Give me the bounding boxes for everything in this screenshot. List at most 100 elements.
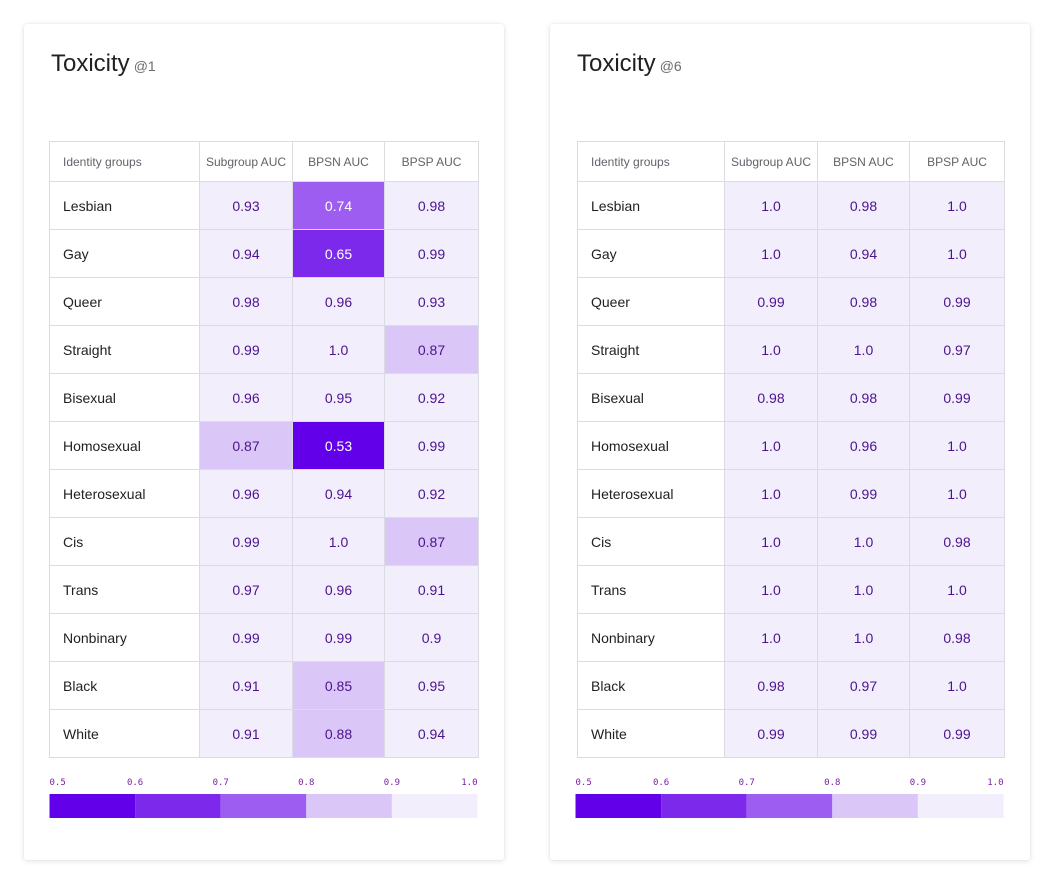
heatmap-cell-bpsp-auc: 0.87 — [384, 517, 479, 566]
table-row-black: Black 0.91 0.85 0.95 — [49, 661, 479, 710]
heatmap-cell-bpsn-auc: 0.99 — [817, 709, 910, 758]
heatmap-cell-bpsp-auc: 0.98 — [909, 613, 1005, 662]
table-row-queer: Queer 0.99 0.98 0.99 — [577, 277, 1005, 326]
row-label: Homosexual — [577, 421, 725, 470]
row-label: Queer — [49, 277, 200, 326]
heatmap-table: Identity groups Subgroup AUC BPSN AUC BP… — [49, 141, 479, 758]
row-label: White — [49, 709, 200, 758]
heatmap-cell-bpsn-auc: 0.85 — [292, 661, 385, 710]
color-scale-legend: 0.5 0.6 0.7 0.8 0.9 1.0 — [49, 778, 478, 818]
table-row-cis: Cis 0.99 1.0 0.87 — [49, 517, 479, 566]
heatmap-cell-subgroup-auc: 1.0 — [724, 181, 818, 230]
heatmap-cell-subgroup-auc: 0.99 — [724, 277, 818, 326]
heatmap-cell-subgroup-auc: 0.96 — [199, 373, 293, 422]
card-title: Toxicity @1 — [51, 50, 156, 80]
heatmap-cell-bpsp-auc: 0.98 — [384, 181, 479, 230]
heatmap-cell-bpsp-auc: 0.99 — [909, 373, 1005, 422]
table-row-straight: Straight 1.0 1.0 0.97 — [577, 325, 1005, 374]
row-label: Straight — [577, 325, 725, 374]
heatmap-cell-bpsp-auc: 0.87 — [384, 325, 479, 374]
heatmap-cell-bpsp-auc: 0.91 — [384, 565, 479, 614]
column-header-bpsp-auc: BPSP AUC — [909, 141, 1005, 182]
chart-subtitle: @1 — [133, 58, 156, 74]
heatmap-cell-bpsn-auc: 1.0 — [292, 517, 385, 566]
row-label: Homosexual — [49, 421, 200, 470]
table-row-nonbinary: Nonbinary 1.0 1.0 0.98 — [577, 613, 1005, 662]
table-row-gay: Gay 1.0 0.94 1.0 — [577, 229, 1005, 278]
heatmap-cell-bpsp-auc: 1.0 — [909, 229, 1005, 278]
heatmap-cell-bpsp-auc: 1.0 — [909, 565, 1005, 614]
row-label: Lesbian — [577, 181, 725, 230]
table-row-queer: Queer 0.98 0.96 0.93 — [49, 277, 479, 326]
column-header-bpsn-auc: BPSN AUC — [817, 141, 910, 182]
column-header-bpsn-auc: BPSN AUC — [292, 141, 385, 182]
heatmap-cell-bpsn-auc: 0.98 — [817, 181, 910, 230]
heatmap-cell-subgroup-auc: 0.99 — [199, 325, 293, 374]
legend-color-block — [917, 794, 1004, 818]
heatmap-cell-bpsn-auc: 1.0 — [817, 325, 910, 374]
heatmap-cell-subgroup-auc: 0.93 — [199, 181, 293, 230]
column-header-bpsp-auc: BPSP AUC — [384, 141, 479, 182]
legend-color-block — [49, 794, 136, 818]
heatmap-cell-bpsn-auc: 1.0 — [817, 565, 910, 614]
heatmap-cell-subgroup-auc: 0.91 — [199, 661, 293, 710]
legend-tick-label: 0.5 — [50, 778, 66, 788]
heatmap-cell-bpsp-auc: 0.92 — [384, 373, 479, 422]
legend-tick-label: 0.7 — [739, 778, 755, 788]
table-row-straight: Straight 0.99 1.0 0.87 — [49, 325, 479, 374]
heatmap-cell-bpsp-auc: 0.9 — [384, 613, 479, 662]
row-label: Nonbinary — [49, 613, 200, 662]
legend-tick-label: 0.6 — [127, 778, 143, 788]
chart-subtitle: @6 — [659, 58, 682, 74]
legend-color-block — [575, 794, 662, 818]
card-title: Toxicity @6 — [577, 50, 682, 80]
heatmap-cell-subgroup-auc: 1.0 — [724, 613, 818, 662]
row-label: Lesbian — [49, 181, 200, 230]
heatmap-cell-subgroup-auc: 1.0 — [724, 469, 818, 518]
legend-color-block — [746, 794, 833, 818]
table-row-nonbinary: Nonbinary 0.99 0.99 0.9 — [49, 613, 479, 662]
table-row-white: White 0.99 0.99 0.99 — [577, 709, 1005, 758]
heatmap-cell-bpsn-auc: 1.0 — [817, 613, 910, 662]
heatmap-cell-bpsp-auc: 1.0 — [909, 421, 1005, 470]
legend-color-block — [661, 794, 747, 818]
table-row-lesbian: Lesbian 1.0 0.98 1.0 — [577, 181, 1005, 230]
heatmap-cell-bpsn-auc: 0.65 — [292, 229, 385, 278]
legend-tick-label: 0.7 — [213, 778, 229, 788]
heatmap-cell-bpsn-auc: 0.96 — [292, 565, 385, 614]
heatmap-cell-bpsn-auc: 0.96 — [817, 421, 910, 470]
header-row: Identity groups Subgroup AUC BPSN AUC BP… — [577, 141, 1005, 182]
chart-title: Toxicity — [577, 50, 656, 77]
heatmap-cell-bpsp-auc: 0.99 — [909, 277, 1005, 326]
row-label: Bisexual — [577, 373, 725, 422]
row-label: Straight — [49, 325, 200, 374]
heatmap-table: Identity groups Subgroup AUC BPSN AUC BP… — [577, 141, 1005, 758]
color-scale-legend: 0.5 0.6 0.7 0.8 0.9 1.0 — [575, 778, 1004, 818]
column-header-identity-groups: Identity groups — [49, 141, 200, 182]
heatmap-cell-bpsp-auc: 1.0 — [909, 661, 1005, 710]
heatmap-cell-bpsp-auc: 0.92 — [384, 469, 479, 518]
header-row: Identity groups Subgroup AUC BPSN AUC BP… — [49, 141, 479, 182]
legend-color-block — [135, 794, 221, 818]
heatmap-cell-bpsn-auc: 0.94 — [817, 229, 910, 278]
table-row-lesbian: Lesbian 0.93 0.74 0.98 — [49, 181, 479, 230]
row-label: Heterosexual — [577, 469, 725, 518]
row-label: Trans — [49, 565, 200, 614]
chart-title: Toxicity — [51, 50, 130, 77]
table-row-trans: Trans 0.97 0.96 0.91 — [49, 565, 479, 614]
heatmap-cell-bpsn-auc: 1.0 — [817, 517, 910, 566]
heatmap-cell-subgroup-auc: 1.0 — [724, 421, 818, 470]
table-row-cis: Cis 1.0 1.0 0.98 — [577, 517, 1005, 566]
row-label: Bisexual — [49, 373, 200, 422]
heatmap-cell-bpsp-auc: 0.99 — [909, 709, 1005, 758]
row-label: Black — [577, 661, 725, 710]
legend-color-block — [220, 794, 307, 818]
table-row-white: White 0.91 0.88 0.94 — [49, 709, 479, 758]
heatmap-cell-subgroup-auc: 1.0 — [724, 565, 818, 614]
table-row-homosexual: Homosexual 0.87 0.53 0.99 — [49, 421, 479, 470]
row-label: Heterosexual — [49, 469, 200, 518]
table-row-gay: Gay 0.94 0.65 0.99 — [49, 229, 479, 278]
heatmap-cell-bpsn-auc: 0.74 — [292, 181, 385, 230]
row-label: Cis — [577, 517, 725, 566]
legend-tick-label: 0.8 — [824, 778, 840, 788]
